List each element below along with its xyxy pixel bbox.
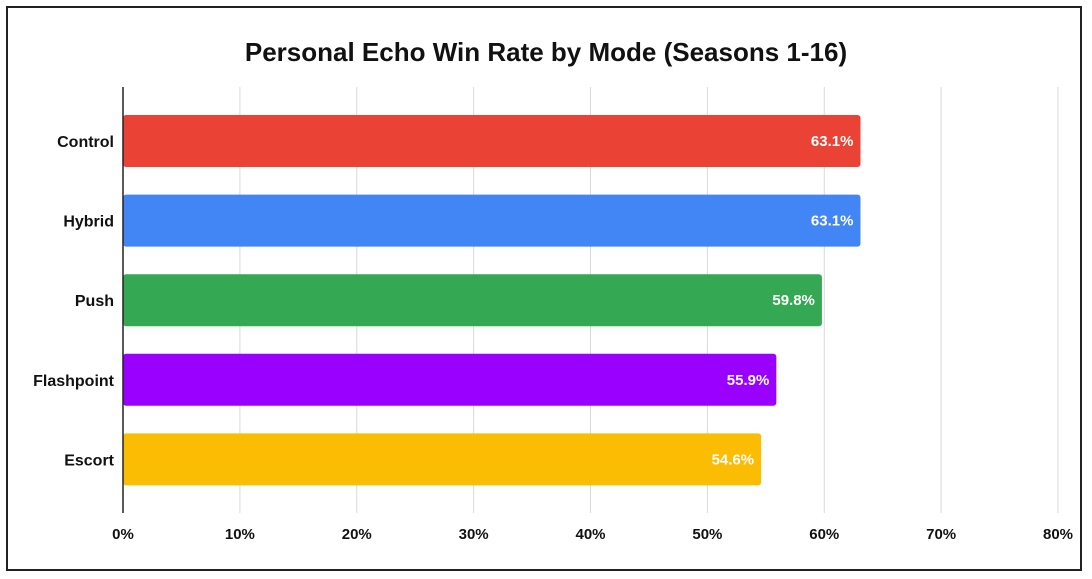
x-tick-label: 30% bbox=[459, 526, 489, 543]
x-tick-label: 10% bbox=[225, 526, 255, 543]
x-tick-label: 20% bbox=[342, 526, 372, 543]
chart-title: Personal Echo Win Rate by Mode (Seasons … bbox=[245, 37, 847, 67]
x-tick-label: 0% bbox=[112, 526, 134, 543]
x-tick-label: 80% bbox=[1043, 526, 1073, 543]
bar-control bbox=[123, 115, 861, 167]
data-label-hybrid: 63.1% bbox=[811, 213, 854, 230]
bar-push bbox=[123, 274, 822, 327]
category-label-flashpoint: Flashpoint bbox=[33, 373, 115, 390]
category-label-escort: Escort bbox=[64, 452, 114, 469]
x-tick-label: 60% bbox=[809, 526, 839, 543]
category-label-hybrid: Hybrid bbox=[63, 214, 114, 231]
category-labels: Control Hybrid Push Flashpoint Escort bbox=[33, 134, 115, 469]
x-tick-labels: 0% 10% 20% 30% 40% 50% 60% 70% 80% bbox=[112, 526, 1073, 543]
bar-escort bbox=[123, 433, 762, 486]
bars: 63.1% 63.1% 59.8% 55.9% 54.6% bbox=[123, 115, 861, 486]
data-label-flashpoint: 55.9% bbox=[727, 372, 770, 389]
bar-hybrid bbox=[123, 194, 861, 247]
x-tick-label: 50% bbox=[692, 526, 722, 543]
bar-flashpoint bbox=[123, 353, 777, 406]
data-label-control: 63.1% bbox=[811, 133, 854, 150]
x-tick-label: 70% bbox=[926, 526, 956, 543]
data-label-escort: 54.6% bbox=[712, 451, 755, 468]
data-label-push: 59.8% bbox=[772, 292, 815, 309]
x-tick-label: 40% bbox=[575, 526, 605, 543]
category-label-push: Push bbox=[75, 293, 114, 310]
category-label-control: Control bbox=[57, 134, 114, 151]
